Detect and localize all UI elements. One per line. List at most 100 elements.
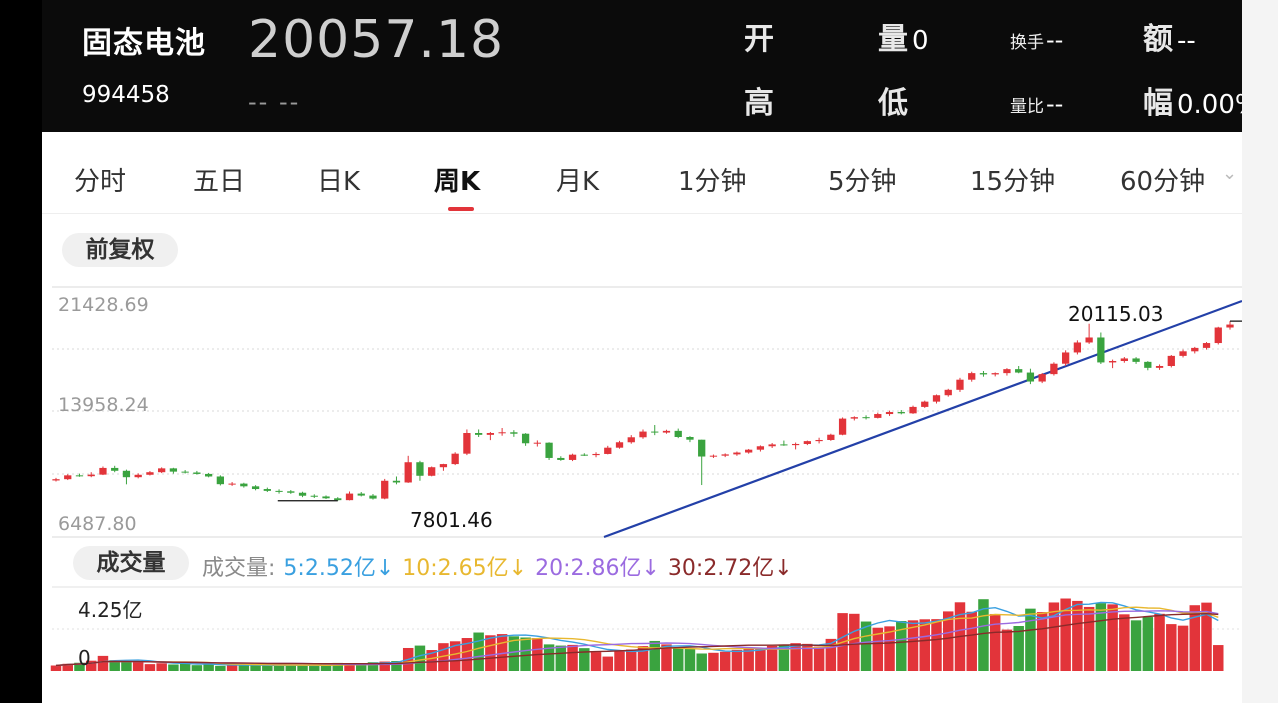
candle-body: [1108, 361, 1117, 363]
volume-bar: [966, 611, 977, 671]
volume-bar: [74, 662, 85, 671]
volume-bar: [1166, 624, 1177, 671]
last-price: 20057.18: [248, 10, 505, 70]
volume-bar: [1095, 603, 1107, 671]
candle-body: [815, 439, 823, 442]
candle-body: [287, 491, 295, 493]
price-change: -- --: [248, 88, 301, 116]
volume-bar: [849, 613, 860, 671]
volume-bar: [907, 620, 919, 671]
candle-body: [1202, 343, 1211, 348]
volume-bar: [942, 611, 954, 671]
candle-body: [533, 442, 541, 444]
low-label: 低: [878, 86, 908, 121]
candle-body: [1062, 352, 1070, 364]
candle-body: [111, 467, 119, 471]
volume-bar: [719, 651, 731, 671]
tab-intraday[interactable]: 分时: [74, 167, 127, 197]
volume-bar: [191, 665, 203, 671]
candle-body: [475, 433, 483, 435]
volume-zero-label: 0: [78, 646, 91, 670]
candle-body: [334, 498, 342, 501]
volume-bar: [461, 638, 473, 671]
volume-bar: [215, 665, 226, 671]
candle-body: [686, 436, 694, 440]
volume-bar: [1189, 605, 1201, 671]
candle-body: [557, 457, 565, 460]
chevron-down-icon[interactable]: ⌄: [1222, 163, 1238, 184]
volume-bar: [121, 662, 132, 671]
volume-bar: [579, 648, 590, 671]
candle-body: [357, 493, 365, 496]
candle-body: [662, 430, 671, 433]
volume-bar: [1107, 604, 1118, 671]
stock-code: 994458: [82, 82, 170, 108]
candle-body: [651, 431, 659, 433]
volume-bar: [1130, 620, 1142, 671]
candle-body: [381, 480, 389, 499]
candle-body: [52, 479, 60, 481]
tab-60min[interactable]: 60分钟: [1120, 167, 1206, 197]
y-tick-low: 6487.80: [58, 513, 137, 535]
volume-bar: [1201, 602, 1212, 671]
tab-5min[interactable]: 5分钟: [828, 167, 897, 197]
volume-bar: [379, 661, 390, 671]
candle-body: [193, 472, 201, 474]
tab-1min[interactable]: 1分钟: [678, 167, 747, 197]
volume-bar: [109, 660, 120, 671]
candle-body: [1073, 342, 1082, 353]
volume-bar: [1154, 613, 1165, 671]
volume-bar: [649, 640, 660, 671]
tab-five-day[interactable]: 五日: [193, 167, 246, 197]
volume-bar: [790, 643, 801, 671]
candle-body: [568, 454, 577, 460]
ma20-legend: 20:2.86亿↓: [535, 556, 660, 581]
tab-monthly-k[interactable]: 月K: [556, 167, 600, 197]
candle-body: [1015, 369, 1023, 373]
candle-body: [615, 442, 624, 448]
volume-bar: [508, 636, 520, 671]
volume-bar: [696, 653, 707, 671]
candle-body: [1144, 361, 1152, 368]
candle-body: [216, 476, 224, 485]
candle-body: [416, 462, 424, 476]
tab-weekly-k[interactable]: 周K: [434, 167, 481, 197]
kline-chart: [50, 286, 1242, 671]
candle-body: [768, 444, 776, 447]
candle-body: [604, 447, 612, 454]
amplitude-value: 0.00%: [1177, 90, 1242, 120]
volume-bar: [438, 643, 449, 671]
candle-body: [721, 454, 729, 456]
amplitude-stat: 幅0.00%: [1143, 78, 1242, 122]
volume-bar: [708, 652, 719, 671]
candle-body: [263, 489, 271, 491]
candle-body: [1179, 351, 1187, 356]
adjustment-toggle[interactable]: 前复权: [62, 233, 178, 267]
tab-daily-k[interactable]: 日K: [317, 167, 361, 197]
candle-body: [885, 412, 894, 415]
y-tick-mid: 13958.24: [58, 394, 149, 416]
tab-15min[interactable]: 15分钟: [970, 167, 1056, 197]
volume-max-label: 4.25亿: [78, 598, 143, 622]
candle-body: [181, 471, 189, 473]
volume-indicator-toggle[interactable]: 成交量: [73, 546, 189, 580]
candle-body: [204, 473, 213, 477]
high-label: 高: [744, 86, 774, 121]
volume-bar: [1036, 612, 1048, 671]
candle-body: [1026, 372, 1035, 382]
volume-bar: [637, 646, 649, 671]
volume-bar: [766, 645, 778, 671]
ma10-line: [55, 606, 1219, 667]
candle-body: [1167, 355, 1175, 366]
volume-bar: [1072, 600, 1083, 671]
candle-body: [674, 430, 682, 437]
trend-line: [603, 299, 1242, 539]
candle-body: [745, 449, 753, 453]
candle-body: [791, 443, 800, 446]
volume-bar: [485, 635, 496, 671]
candle-body: [428, 467, 436, 476]
volume-bar: [590, 652, 602, 671]
candle-body: [134, 474, 142, 478]
